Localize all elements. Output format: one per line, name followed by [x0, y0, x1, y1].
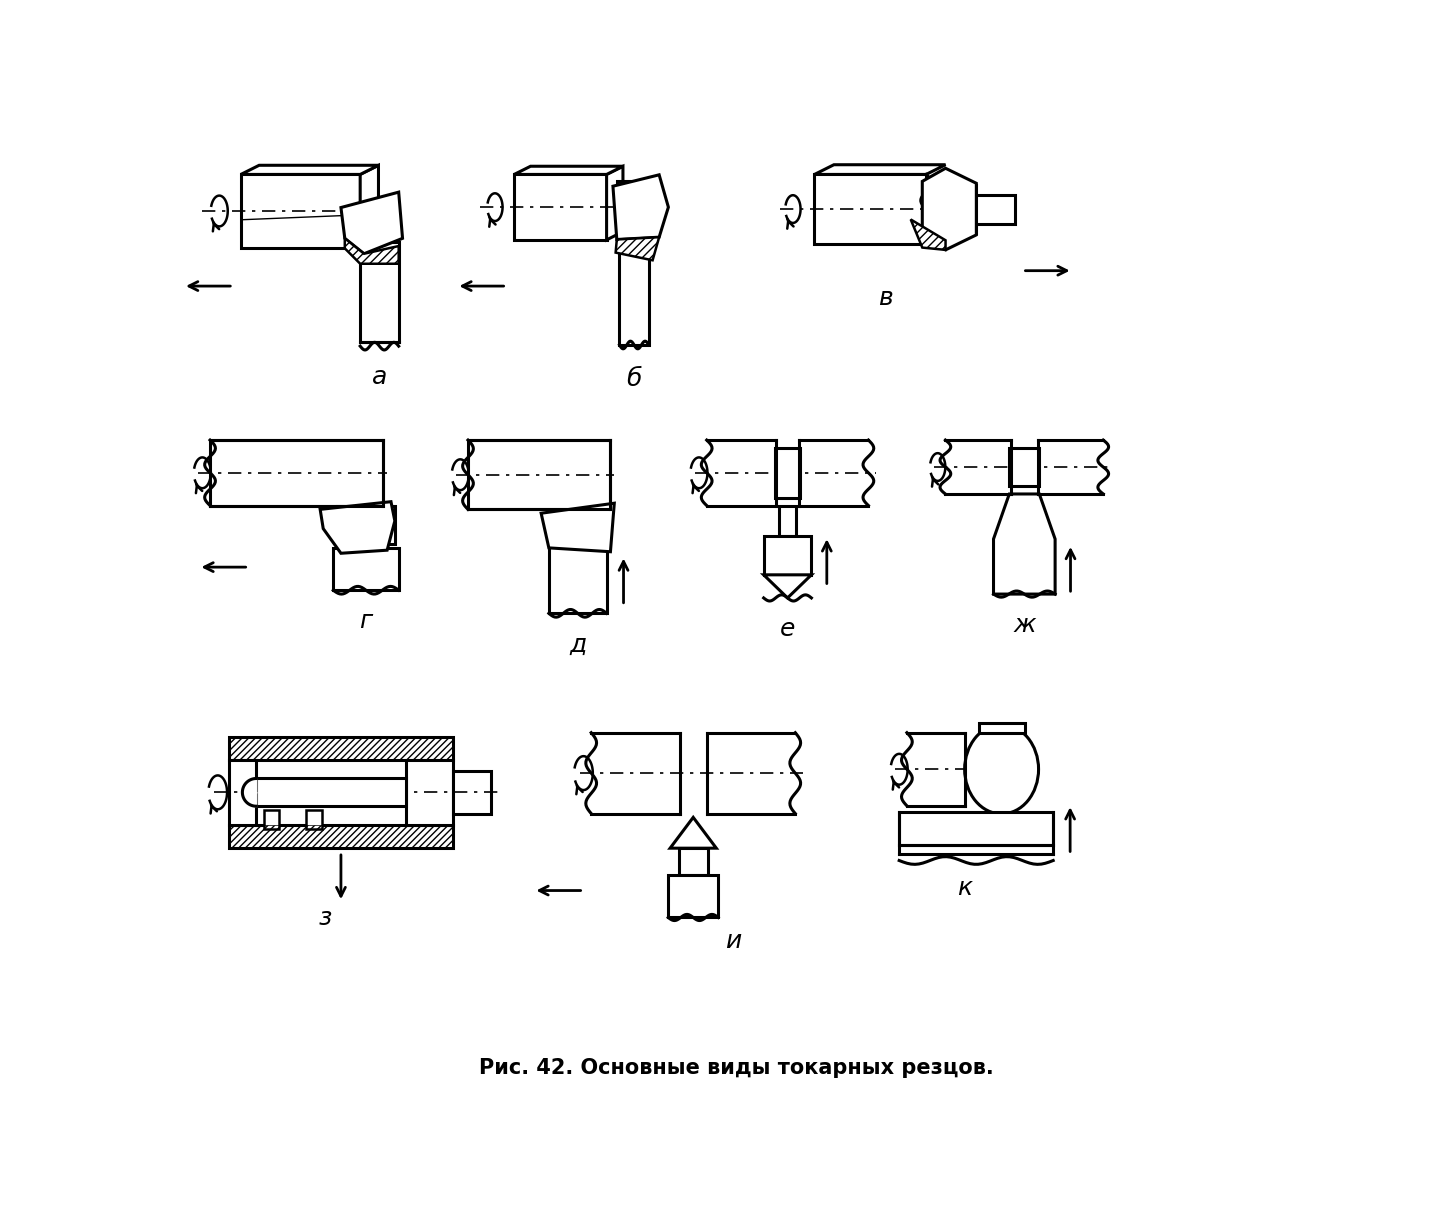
Polygon shape — [345, 238, 399, 264]
Bar — [333, 548, 399, 590]
Bar — [360, 242, 399, 343]
Bar — [619, 234, 649, 345]
Bar — [780, 505, 796, 536]
Text: Рис. 42. Основные виды токарных резцов.: Рис. 42. Основные виды токарных резцов. — [478, 1058, 994, 1078]
Polygon shape — [671, 817, 717, 848]
Bar — [406, 760, 452, 825]
Text: з: з — [319, 906, 332, 930]
Text: г: г — [359, 610, 372, 633]
Bar — [679, 848, 708, 875]
Bar — [942, 184, 976, 234]
Text: б: б — [626, 366, 642, 391]
Bar — [978, 724, 1025, 732]
Bar — [241, 175, 360, 247]
Text: д: д — [569, 633, 586, 656]
Polygon shape — [1010, 447, 1040, 487]
Polygon shape — [899, 812, 1053, 846]
Bar — [668, 875, 718, 918]
Bar — [468, 440, 610, 509]
Bar — [306, 810, 322, 828]
Bar — [264, 810, 280, 828]
Text: и: и — [725, 929, 742, 952]
Polygon shape — [764, 575, 811, 599]
Bar — [514, 175, 606, 240]
Bar — [549, 544, 606, 613]
Bar — [230, 825, 452, 848]
Bar — [617, 181, 652, 234]
Bar — [814, 175, 926, 243]
Polygon shape — [340, 192, 402, 253]
Bar — [230, 825, 452, 848]
Text: е: е — [780, 617, 796, 642]
Polygon shape — [514, 166, 623, 175]
Polygon shape — [241, 165, 379, 175]
Text: к: к — [956, 876, 972, 900]
Text: а: а — [372, 365, 388, 390]
Polygon shape — [360, 165, 379, 247]
Bar — [452, 771, 491, 814]
Polygon shape — [320, 501, 395, 553]
Bar — [230, 736, 452, 760]
Bar — [230, 760, 256, 825]
Bar — [210, 440, 383, 505]
Bar — [337, 505, 395, 544]
Polygon shape — [910, 220, 945, 249]
Polygon shape — [994, 494, 1055, 594]
Polygon shape — [814, 165, 945, 175]
Polygon shape — [616, 237, 659, 261]
Polygon shape — [606, 166, 623, 240]
Polygon shape — [613, 175, 668, 240]
Text: ж: ж — [1012, 613, 1035, 638]
Bar — [976, 194, 1015, 224]
Bar — [230, 736, 452, 760]
Bar — [764, 536, 811, 575]
Ellipse shape — [965, 725, 1038, 814]
Polygon shape — [775, 447, 800, 498]
Polygon shape — [922, 168, 976, 249]
Text: в: в — [879, 286, 893, 310]
Polygon shape — [541, 503, 615, 552]
Bar — [256, 778, 406, 806]
